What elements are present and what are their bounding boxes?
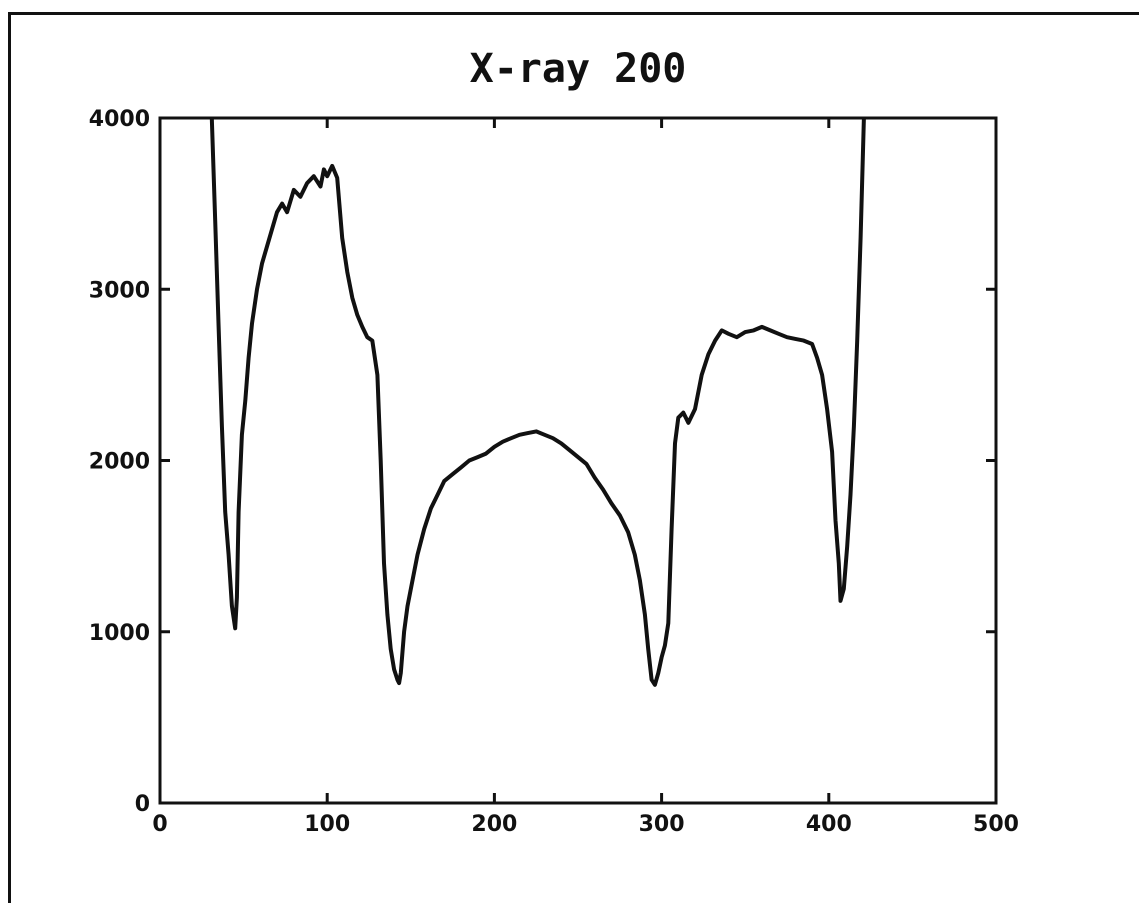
figure-frame <box>8 12 1139 903</box>
series-layer <box>209 117 866 687</box>
y-tick-label-3: 3000 <box>89 278 150 303</box>
x-tick-label-1: 100 <box>304 812 350 837</box>
axis-ticks <box>158 116 998 805</box>
x-tick-label-0: 0 <box>152 812 167 837</box>
series-line-0 <box>209 117 866 687</box>
x-tick-label-3: 300 <box>639 812 685 837</box>
x-tick-label-5: 500 <box>973 812 1019 837</box>
y-tick-label-4: 4000 <box>89 107 150 132</box>
plot-area-frame <box>158 116 998 805</box>
y-tick-label-0: 0 <box>135 792 150 817</box>
x-tick-label-2: 200 <box>471 812 517 837</box>
y-tick-label-2: 2000 <box>89 450 150 475</box>
chart-title: X-ray 200 <box>470 46 687 92</box>
axis-tick-labels: 0 100 200 300 400 500 0 1000 2000 3000 4000 <box>89 107 1019 837</box>
x-tick-label-4: 400 <box>806 812 852 837</box>
y-tick-label-1: 1000 <box>89 621 150 646</box>
